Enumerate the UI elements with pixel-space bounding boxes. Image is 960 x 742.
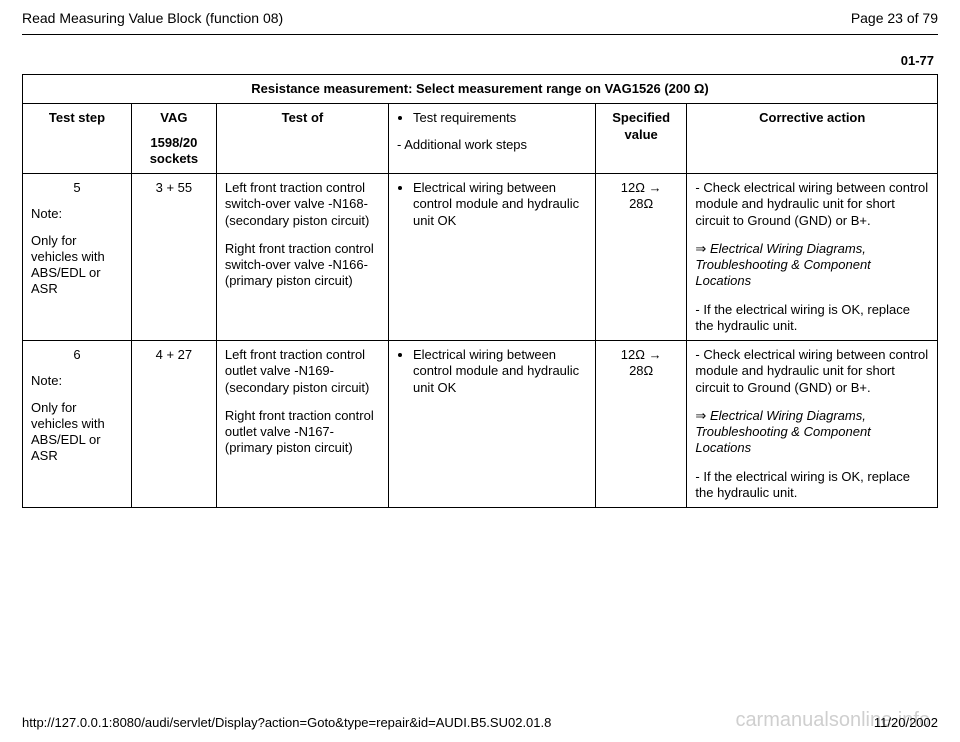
- test-of-p2: Right front traction control switch-over…: [225, 241, 380, 290]
- col-corrective: Corrective action: [687, 104, 938, 174]
- note-body: Only for vehicles with ABS/EDL or ASR: [31, 400, 123, 465]
- section-number: 01-77: [22, 53, 938, 68]
- corr-p3: - If the electrical wiring is OK, replac…: [695, 469, 929, 502]
- spec-val1: 12: [621, 180, 635, 195]
- col-req-bullet: Test requirements: [413, 110, 587, 128]
- note-label: Note:: [31, 206, 123, 222]
- spec-arrow: →: [645, 347, 662, 362]
- step-number: 5: [31, 180, 123, 196]
- corr-arrow: ⇒: [695, 408, 710, 423]
- col-test-step: Test step: [23, 104, 132, 174]
- footer-date: 11/20/2002: [874, 715, 938, 730]
- cell-requirements: Electrical wiring between control module…: [388, 341, 595, 508]
- page: Read Measuring Value Block (function 08)…: [0, 0, 960, 742]
- col-vag-line2: 1598/20 sockets: [140, 135, 208, 168]
- corr-p3: - If the electrical wiring is OK, replac…: [695, 302, 929, 335]
- col-vag-line1: VAG: [140, 110, 208, 126]
- test-of-p2: Right front traction control outlet valv…: [225, 408, 380, 457]
- spec-val2: 28: [629, 363, 643, 378]
- page-header: Read Measuring Value Block (function 08)…: [22, 10, 938, 32]
- col-requirements: Test requirements - Additional work step…: [388, 104, 595, 174]
- cell-test-of: Left front traction control switch-over …: [216, 174, 388, 341]
- req-bullet: Electrical wiring between control module…: [413, 180, 587, 231]
- cell-test-step: 6 Note: Only for vehicles with ABS/EDL o…: [23, 341, 132, 508]
- header-rule: [22, 34, 938, 35]
- spec-ohm2: Ω: [644, 363, 654, 378]
- note-label: Note:: [31, 373, 123, 389]
- corr-p1: - Check electrical wiring between contro…: [695, 180, 929, 229]
- step-number: 6: [31, 347, 123, 363]
- spec-ohm1: Ω: [635, 347, 645, 362]
- header-title: Read Measuring Value Block (function 08): [22, 10, 283, 26]
- test-of-p1: Left front traction control switch-over …: [225, 180, 380, 229]
- cell-specified: 12Ω → 28Ω: [595, 174, 687, 341]
- cell-specified: 12Ω → 28Ω: [595, 341, 687, 508]
- header-page-indicator: Page 23 of 79: [851, 10, 938, 26]
- table-row: 6 Note: Only for vehicles with ABS/EDL o…: [23, 341, 938, 508]
- cell-corrective: - Check electrical wiring between contro…: [687, 341, 938, 508]
- col-specified: Specified value: [595, 104, 687, 174]
- table-row: 5 Note: Only for vehicles with ABS/EDL o…: [23, 174, 938, 341]
- column-header-row: Test step VAG 1598/20 sockets Test of Te…: [23, 104, 938, 174]
- col-vag: VAG 1598/20 sockets: [131, 104, 216, 174]
- spec-arrow: →: [645, 180, 662, 195]
- resistance-table: Resistance measurement: Select measureme…: [22, 74, 938, 508]
- footer-url: http://127.0.0.1:8080/audi/servlet/Displ…: [22, 715, 551, 730]
- ohm-symbol: Ω: [694, 81, 704, 96]
- cell-corrective: - Check electrical wiring between contro…: [687, 174, 938, 341]
- page-footer: http://127.0.0.1:8080/audi/servlet/Displ…: [22, 715, 938, 730]
- col-spec-line2: value: [604, 127, 679, 143]
- col-additional: - Additional work steps: [397, 137, 587, 153]
- spec-val1: 12: [621, 347, 635, 362]
- cell-test-step: 5 Note: Only for vehicles with ABS/EDL o…: [23, 174, 132, 341]
- col-spec-line1: Specified: [604, 110, 679, 126]
- table-title-cell: Resistance measurement: Select measureme…: [23, 75, 938, 104]
- spec-ohm1: Ω: [635, 180, 645, 195]
- req-bullet: Electrical wiring between control module…: [413, 347, 587, 398]
- cell-sockets: 4 + 27: [131, 341, 216, 508]
- table-title-prefix: Resistance measurement: Select measureme…: [251, 81, 694, 96]
- table-title-suffix: ): [704, 81, 708, 96]
- corr-arrow: ⇒: [695, 241, 710, 256]
- note-body: Only for vehicles with ABS/EDL or ASR: [31, 233, 123, 298]
- test-of-p1: Left front traction control outlet valve…: [225, 347, 380, 396]
- cell-requirements: Electrical wiring between control module…: [388, 174, 595, 341]
- spec-val2: 28: [629, 196, 643, 211]
- corr-p1: - Check electrical wiring between contro…: [695, 347, 929, 396]
- corr-p2: Electrical Wiring Diagrams, Troubleshoot…: [695, 408, 870, 456]
- corr-p2: Electrical Wiring Diagrams, Troubleshoot…: [695, 241, 870, 289]
- cell-test-of: Left front traction control outlet valve…: [216, 341, 388, 508]
- col-test-of: Test of: [216, 104, 388, 174]
- spec-ohm2: Ω: [644, 196, 654, 211]
- cell-sockets: 3 + 55: [131, 174, 216, 341]
